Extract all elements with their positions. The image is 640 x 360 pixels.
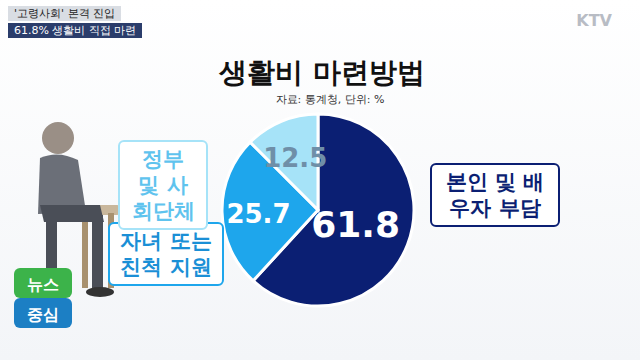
- badge: 뉴스중심: [14, 268, 72, 328]
- head: [42, 122, 74, 154]
- badge-text: 뉴스: [27, 275, 59, 294]
- data-label: 12.5: [263, 143, 327, 173]
- logo: KTV: [576, 11, 612, 30]
- data-label: 25.7: [226, 199, 290, 229]
- data-labels: 61.8 25.7 12.5: [226, 143, 400, 245]
- leg: [92, 215, 103, 290]
- category-callout: 자녀 또는 친척 지원: [108, 222, 224, 286]
- badge-bottom: [14, 298, 72, 328]
- category-callout: 본인 및 배우자 부담: [430, 163, 560, 227]
- badge-top: [14, 268, 72, 298]
- stage: KTV 뉴스중심 생활비 마련방법자료: 통계청, 단위: % 61.8 25.7 12.…: [0, 0, 640, 360]
- header-tag: 61.8% 생활비 직접 마련: [8, 23, 142, 38]
- subtitle: 자료: 통계청, 단위: %: [276, 93, 385, 106]
- stool-leg: [82, 213, 88, 288]
- header-tag: '고령사회' 본격 진입: [8, 6, 121, 21]
- shoe: [86, 287, 114, 297]
- data-label: 61.8: [311, 204, 400, 245]
- badge-text: 중심: [27, 305, 59, 324]
- title: 생활비 마련방법: [218, 56, 425, 89]
- pie: [222, 114, 414, 306]
- category-callout: 정부 및 사회단체: [118, 140, 208, 230]
